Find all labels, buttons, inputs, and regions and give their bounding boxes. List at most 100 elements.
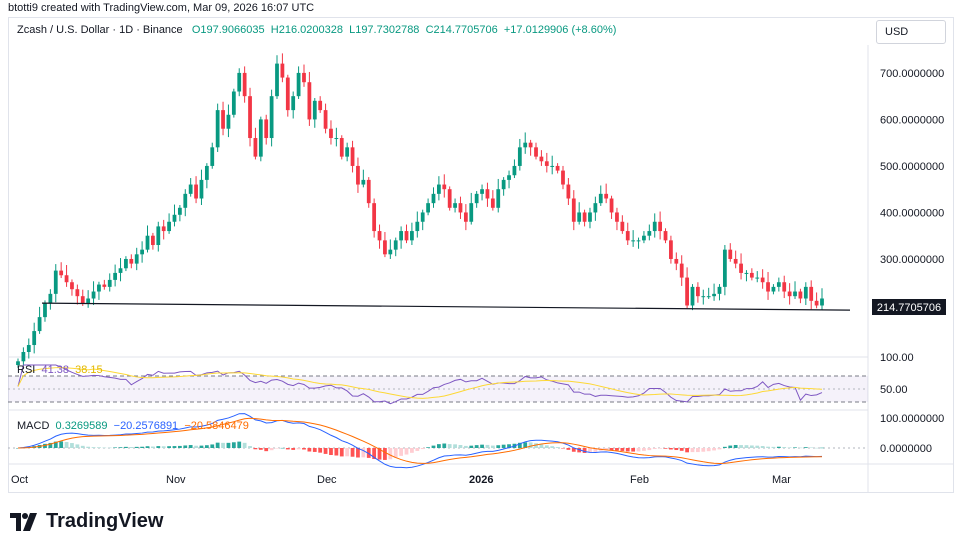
macd-hist-bar bbox=[620, 448, 625, 451]
macd-hist-bar bbox=[172, 446, 177, 448]
tradingview-logo-icon bbox=[10, 512, 37, 531]
candle-body bbox=[134, 254, 139, 264]
candle-body bbox=[97, 284, 101, 292]
price-change: +17.0129906 (+8.60%) bbox=[503, 24, 617, 36]
candle-body bbox=[760, 277, 765, 283]
macd-hist-bar bbox=[706, 448, 711, 452]
macd-legend: MACD 0.3269589 −20.2576891 −20.5846479 bbox=[17, 420, 249, 432]
last-price-box bbox=[872, 299, 946, 315]
macd-hist-bar bbox=[215, 442, 220, 448]
candle-body bbox=[118, 268, 123, 273]
candle-body bbox=[722, 249, 727, 287]
candle-body bbox=[356, 165, 360, 185]
candle-body bbox=[124, 258, 128, 269]
macd-hist-bar bbox=[771, 446, 776, 448]
candle-body bbox=[302, 72, 306, 83]
candle-body bbox=[253, 138, 258, 157]
macd-hist-bar bbox=[566, 448, 571, 450]
candle-body bbox=[64, 275, 69, 283]
candle-body bbox=[625, 231, 630, 241]
candle-body bbox=[350, 147, 355, 166]
macd-hist-bar bbox=[561, 448, 565, 449]
candle-body bbox=[102, 284, 107, 287]
macd-hist-bar bbox=[766, 446, 770, 448]
macd-hist-bar bbox=[744, 445, 749, 448]
candle-body bbox=[598, 193, 603, 204]
macd-hist-bar bbox=[755, 445, 760, 448]
macd-hist-bar bbox=[571, 448, 576, 452]
candle-body bbox=[161, 226, 166, 232]
macd-hist-bar bbox=[393, 448, 398, 458]
macd-hist-bar bbox=[134, 446, 139, 448]
candle-body bbox=[571, 198, 576, 222]
candle-body bbox=[145, 235, 150, 250]
macd-hist-bar bbox=[204, 445, 209, 448]
candle-body bbox=[453, 203, 457, 208]
rsi-legend: RSI 41.38 38.15 bbox=[17, 364, 103, 376]
candle-body bbox=[361, 179, 366, 185]
candle-body bbox=[237, 72, 242, 92]
candle-body bbox=[701, 296, 706, 298]
candle-body bbox=[555, 165, 560, 171]
candle-body bbox=[517, 147, 522, 166]
candle-body bbox=[59, 270, 64, 276]
macd-hist-bar bbox=[436, 444, 441, 448]
candle-body bbox=[733, 258, 738, 264]
candle-body bbox=[410, 231, 414, 241]
macd-hist-bar bbox=[431, 445, 436, 448]
candle-body bbox=[26, 345, 31, 352]
time-label-nov: Nov bbox=[166, 474, 186, 486]
candle-body bbox=[636, 240, 641, 242]
candle-body bbox=[652, 221, 657, 232]
macd-hist-bar bbox=[463, 445, 468, 448]
macd-hist-bar bbox=[269, 448, 274, 451]
currency-selector[interactable]: USD bbox=[876, 20, 946, 44]
candle-body bbox=[690, 286, 695, 306]
macd-hist-bar bbox=[447, 444, 452, 448]
ohlc-close: C214.7705706 bbox=[425, 24, 498, 36]
price-tick: 300.0000000 bbox=[880, 254, 944, 266]
macd-hist-bar bbox=[377, 448, 382, 460]
candle-body bbox=[53, 270, 58, 294]
macd-hist-bar bbox=[674, 448, 679, 451]
macd-hist-bar bbox=[199, 445, 204, 448]
macd-hist-bar bbox=[469, 445, 474, 448]
macd-hist-bar bbox=[312, 448, 317, 452]
symbol-legend: Zcash / U.S. Dollar · 1D · Binance O197.… bbox=[17, 24, 616, 36]
candle-body bbox=[663, 231, 668, 241]
macd-hist-bar bbox=[167, 446, 171, 448]
candle-body bbox=[231, 91, 236, 115]
candle-body bbox=[561, 170, 565, 185]
macd-hist-bar bbox=[64, 441, 69, 448]
macd-hist-bar bbox=[124, 446, 128, 448]
macd-hist-bar bbox=[356, 448, 360, 458]
candle-body bbox=[507, 175, 511, 180]
candle-body bbox=[739, 263, 743, 273]
candle-body bbox=[550, 165, 555, 167]
candle-body bbox=[809, 286, 814, 301]
candle-body bbox=[447, 189, 452, 208]
candle-body bbox=[431, 193, 436, 204]
macd-hist-bar bbox=[647, 448, 652, 451]
candle-body bbox=[242, 72, 247, 97]
macd-hist-bar bbox=[782, 447, 787, 448]
macd-hist-bar bbox=[609, 448, 614, 451]
macd-hist-bar bbox=[140, 446, 144, 448]
candle-body bbox=[496, 189, 501, 208]
time-axis: Oct Nov Dec 2026 Feb Mar bbox=[11, 474, 791, 486]
macd-hist-bar bbox=[43, 443, 47, 448]
candle-body bbox=[318, 100, 323, 111]
candle-body bbox=[291, 96, 296, 111]
candle-body bbox=[37, 317, 42, 332]
candle-body bbox=[787, 291, 792, 297]
candle-body bbox=[151, 235, 155, 246]
macd-hist-bar bbox=[323, 448, 328, 454]
candle-body bbox=[609, 198, 614, 213]
chart-frame bbox=[8, 17, 954, 493]
macd-hist-bar bbox=[442, 443, 447, 448]
macd-hist-bar bbox=[528, 442, 533, 448]
macd-histogram bbox=[16, 441, 824, 460]
macd-hist-bar bbox=[717, 448, 722, 450]
tradingview-logo: TradingView bbox=[10, 510, 163, 533]
